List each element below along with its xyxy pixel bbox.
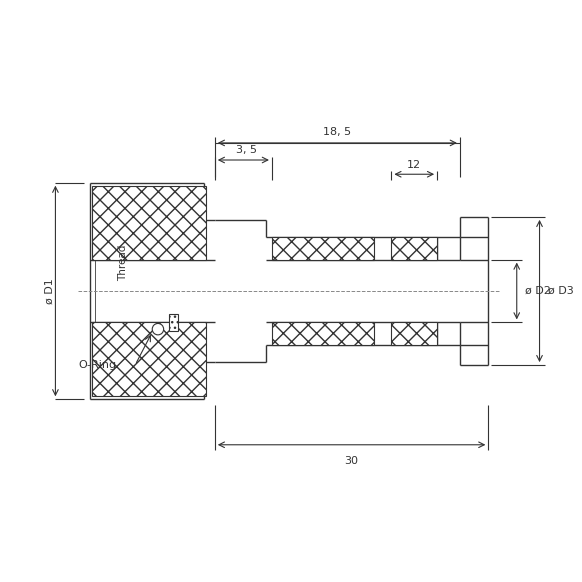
Text: 18, 5: 18, 5 bbox=[323, 127, 352, 137]
Text: 30: 30 bbox=[345, 456, 359, 466]
Bar bbox=[392, 322, 437, 345]
Bar bbox=[169, 314, 178, 331]
Text: ø D1: ø D1 bbox=[45, 278, 55, 304]
Bar bbox=[93, 186, 207, 260]
Bar bbox=[93, 322, 207, 396]
Text: 3, 5: 3, 5 bbox=[236, 146, 257, 155]
Bar bbox=[272, 237, 374, 260]
Text: 12: 12 bbox=[407, 159, 421, 170]
Text: ø D3: ø D3 bbox=[548, 286, 574, 296]
Bar bbox=[392, 237, 437, 260]
Circle shape bbox=[152, 324, 164, 335]
Text: Thread: Thread bbox=[118, 244, 128, 281]
Text: O-Ring: O-Ring bbox=[78, 360, 116, 370]
Text: ø D2: ø D2 bbox=[526, 286, 551, 296]
Bar bbox=[272, 322, 374, 345]
